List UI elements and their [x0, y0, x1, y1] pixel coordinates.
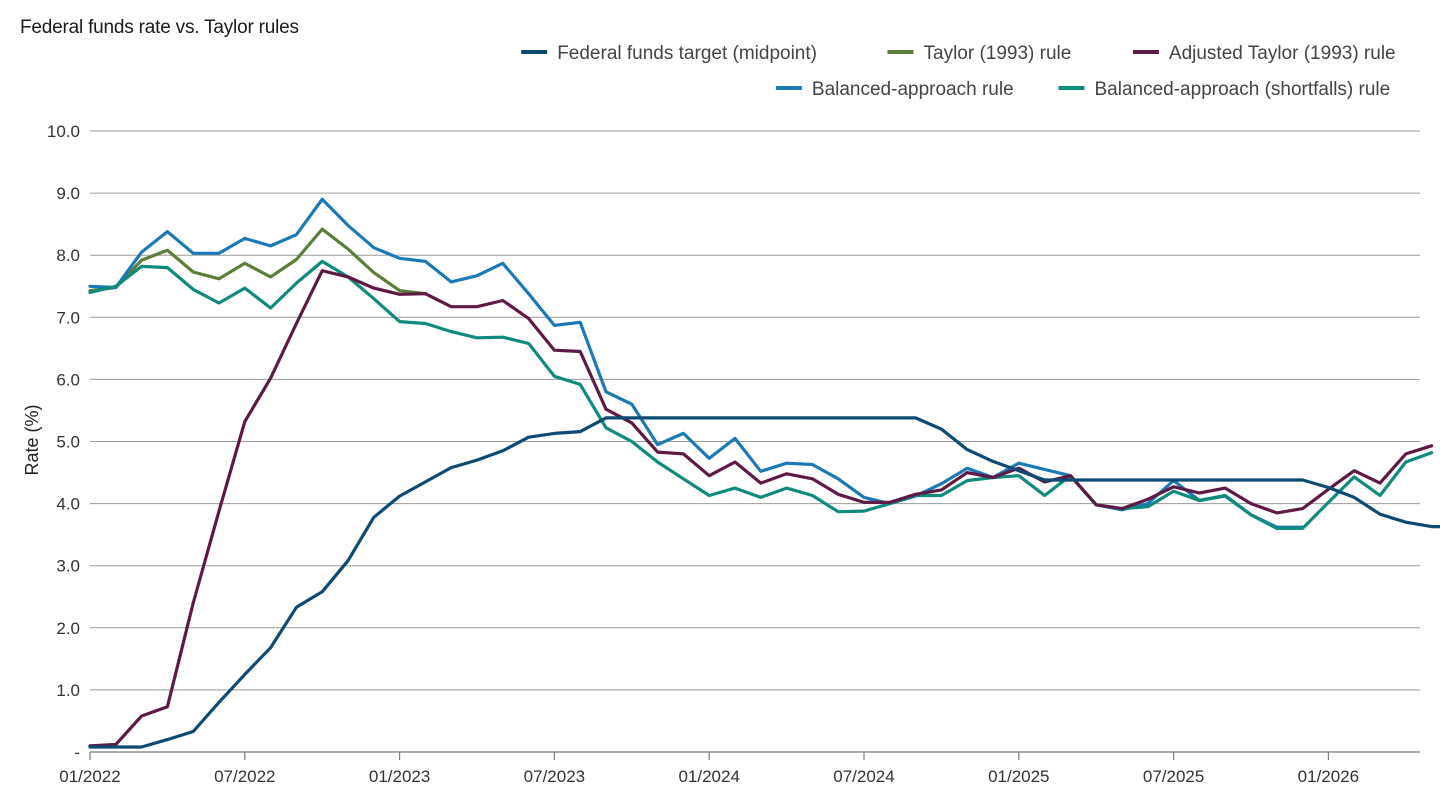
y-tick-label: 10.0	[47, 122, 80, 141]
x-tick-label: 01/2026	[1298, 767, 1359, 786]
legend-item-2: Adjusted Taylor (1993) rule	[1132, 43, 1396, 64]
series-line-0	[88, 416, 1440, 749]
y-axis-label: Rate (%)	[22, 404, 42, 475]
y-tick-label: 5.0	[56, 433, 80, 452]
series-line-1	[88, 227, 427, 296]
y-tick-label: 8.0	[56, 246, 80, 265]
series-line-3	[88, 197, 1305, 529]
x-tick-label: 01/2023	[369, 767, 430, 786]
x-tick-label: 07/2024	[833, 767, 894, 786]
x-tick-label: 07/2022	[214, 767, 275, 786]
legend: Federal funds target (midpoint) Taylor (1…	[521, 43, 1396, 100]
gridlines	[90, 130, 1420, 753]
x-tick-label: 01/2024	[678, 767, 739, 786]
legend-label: Balanced-approach (shortfalls) rule	[1095, 79, 1391, 100]
y-tick-label: 4.0	[56, 495, 80, 514]
axes: - 1.0 2.0 3.0 4.0 5.0 6.0 7.0 8.0 9.0 10.0 01/2022 0…	[47, 122, 1359, 786]
y-tick-label: -	[74, 743, 80, 762]
legend-item-3: Balanced-approach rule	[775, 79, 1014, 100]
x-tick-label: 07/2025	[1143, 767, 1204, 786]
legend-item-4: Balanced-approach (shortfalls) rule	[1058, 79, 1391, 100]
x-tick-label: 01/2025	[988, 767, 1049, 786]
legend-label: Balanced-approach rule	[812, 79, 1014, 100]
y-tick-label: 2.0	[56, 619, 80, 638]
x-tick-label: 07/2023	[524, 767, 585, 786]
legend-item-0: Federal funds target (midpoint)	[521, 43, 817, 64]
legend-label: Taylor (1993) rule	[924, 43, 1072, 64]
chart-title: Federal funds rate vs. Taylor rules	[20, 17, 299, 38]
legend-label: Adjusted Taylor (1993) rule	[1169, 43, 1396, 64]
series-line-4	[88, 259, 1434, 531]
legend-item-1: Taylor (1993) rule	[887, 43, 1072, 64]
y-tick-label: 9.0	[56, 184, 80, 203]
series-lines	[88, 197, 1440, 749]
y-tick-label: 1.0	[56, 681, 80, 700]
series-line-2	[88, 269, 1434, 748]
y-tick-label: 6.0	[56, 370, 80, 389]
y-tick-label: 3.0	[56, 557, 80, 576]
legend-label: Federal funds target (midpoint)	[557, 43, 817, 64]
y-tick-label: 7.0	[56, 308, 80, 327]
x-tick-label: 01/2022	[59, 767, 120, 786]
